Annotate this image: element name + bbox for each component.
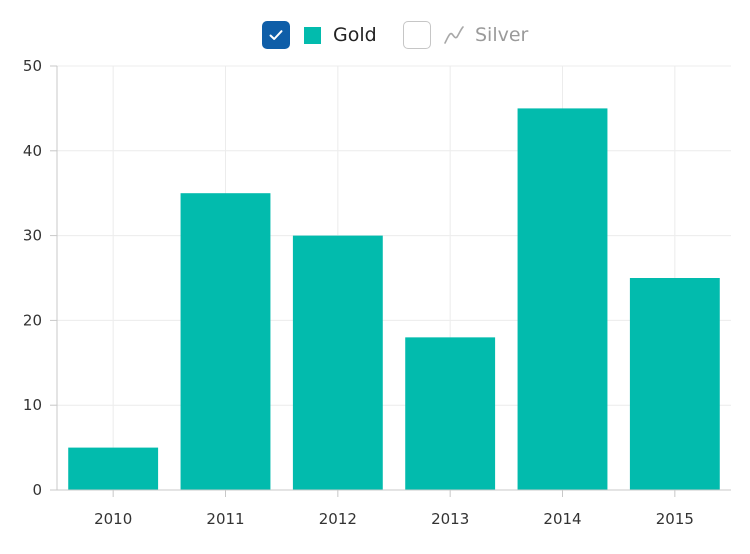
checkmark-icon xyxy=(269,30,283,40)
legend-item-gold[interactable]: Gold xyxy=(262,18,377,52)
y-tick-label: 50 xyxy=(23,57,42,75)
gold-checkbox[interactable] xyxy=(262,21,290,49)
y-tick-label: 40 xyxy=(23,142,42,160)
x-tick-label: 2012 xyxy=(319,510,357,528)
x-tick-label: 2014 xyxy=(543,510,581,528)
x-tick-label: 2015 xyxy=(656,510,694,528)
bar-2011 xyxy=(180,193,271,490)
y-tick-label: 0 xyxy=(32,481,42,499)
x-tick-label: 2010 xyxy=(94,510,132,528)
bar-2015 xyxy=(629,278,720,490)
legend-label-silver: Silver xyxy=(475,24,529,46)
bar-2013 xyxy=(405,337,496,490)
x-tick-label: 2011 xyxy=(206,510,244,528)
legend-label-gold: Gold xyxy=(333,24,377,46)
line-series-icon xyxy=(444,26,464,44)
legend-item-silver[interactable]: Silver xyxy=(403,18,528,52)
y-tick-label: 10 xyxy=(23,396,42,414)
x-tick-label: 2013 xyxy=(431,510,469,528)
chart-legend: Gold Silver xyxy=(0,18,750,52)
bar-2012 xyxy=(292,235,383,490)
bar-2010 xyxy=(68,447,159,490)
y-tick-label: 30 xyxy=(23,227,42,245)
y-tick-label: 20 xyxy=(23,311,42,329)
silver-checkbox[interactable] xyxy=(403,21,431,49)
square-swatch-icon xyxy=(304,26,321,44)
bar-2014 xyxy=(517,108,608,491)
